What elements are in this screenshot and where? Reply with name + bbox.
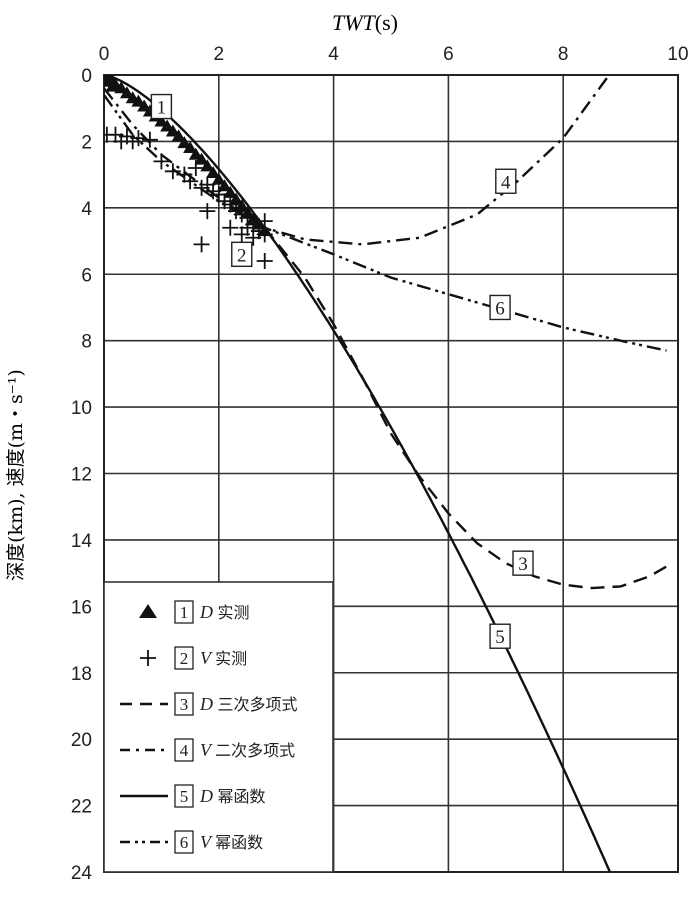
plus-marker-V-measured (141, 131, 158, 148)
y-tick-label: 14 (71, 531, 93, 552)
legend-number: 5 (180, 787, 189, 806)
plus-marker-V-measured (239, 219, 256, 236)
series-line-3 (263, 227, 668, 590)
series-group (104, 75, 668, 872)
x-axis-label: TWT(s) (332, 10, 398, 35)
y-tick-label: 18 (71, 664, 92, 685)
y-tick-label: 12 (71, 465, 92, 486)
y-axis-label: 深度(km), 速度(m・s⁻¹) (5, 369, 27, 581)
plus-marker-V-measured (164, 163, 181, 180)
series-line-4 (104, 75, 611, 246)
legend-number-box (174, 646, 194, 670)
legend-label: D 实测 (199, 602, 250, 622)
y-tick-label: 22 (71, 797, 92, 818)
y-tick-label: 6 (81, 265, 92, 286)
y-tick-label: 4 (81, 199, 92, 220)
x-tick-label: 8 (558, 44, 569, 65)
legend-box (103, 581, 334, 873)
triangle-marker-D-measured (105, 79, 120, 92)
triangle-marker-D-measured (171, 129, 186, 142)
legend-number-box (174, 738, 194, 762)
annotation-label: 5 (495, 627, 505, 648)
annotation-box (512, 550, 534, 576)
legend-label: V 实测 (200, 648, 247, 668)
x-tick-label: 0 (99, 44, 110, 65)
annotation-label: 3 (518, 554, 528, 575)
plus-marker-V-measured (199, 203, 216, 220)
annotation-label: 6 (495, 298, 505, 319)
annotation-box (495, 168, 517, 194)
x-tick-label: 4 (328, 44, 339, 65)
plus-marker-V-measured (187, 159, 204, 176)
legend-label: D 幂函数 (199, 786, 266, 806)
legend-number: 1 (180, 603, 189, 622)
legend-number: 3 (180, 695, 189, 714)
x-tick-label: 2 (214, 44, 225, 65)
annotation-label: 4 (501, 172, 511, 193)
annotation-box (231, 241, 253, 268)
annotation-label: 1 (157, 98, 167, 119)
plus-marker-V-measured (222, 219, 239, 236)
triangle-marker-D-measured (234, 199, 249, 212)
y-tick-label: 0 (81, 66, 92, 87)
plus-marker-V-measured (130, 130, 147, 147)
annotation-box (489, 294, 511, 321)
legend-label: D 三次多项式 (199, 694, 298, 714)
triangle-marker-D-measured (206, 165, 221, 178)
legend-number-box (174, 600, 194, 624)
legend-label: V 二次多项式 (200, 740, 295, 760)
legend-label: V 幂函数 (200, 832, 263, 852)
legend-number: 2 (180, 649, 189, 668)
triangle-marker-D-measured (183, 141, 198, 154)
series-line-5 (104, 75, 612, 872)
y-tick-label: 24 (71, 863, 93, 884)
plus-marker-V-measured (245, 229, 262, 246)
annotation-box (150, 93, 173, 120)
plot-frame (103, 74, 679, 873)
y-tick-label: 20 (71, 730, 92, 751)
y-tick-label: 2 (81, 132, 92, 153)
annotation-label: 2 (237, 245, 247, 266)
y-tick-label: 8 (81, 332, 92, 353)
legend-number: 4 (180, 741, 189, 760)
legend-triangle-icon (139, 604, 157, 618)
legend-number-box (174, 784, 194, 808)
y-tick-label: 10 (71, 398, 92, 419)
plus-marker-V-measured (256, 252, 273, 269)
x-tick-label: 6 (443, 44, 454, 65)
legend-number-box (174, 692, 194, 716)
triangle-marker-D-measured (217, 179, 232, 192)
series-line-6 (104, 94, 667, 352)
x-tick-label: 10 (667, 44, 688, 65)
legend-plus-icon (140, 650, 156, 666)
legend-number-box (174, 830, 194, 854)
plus-marker-V-measured (193, 236, 210, 253)
legend-number: 6 (180, 833, 189, 852)
triangle-marker-D-measured (194, 152, 209, 165)
triangle-marker-D-measured (211, 172, 226, 185)
y-tick-label: 16 (71, 597, 92, 618)
annotation-box (489, 623, 511, 649)
legend: 1 D 实测 2 V 实测 3 D 三次多项式 4 V 二次多项式 5 D 幂函数 6 V 幂函数 (103, 581, 334, 873)
